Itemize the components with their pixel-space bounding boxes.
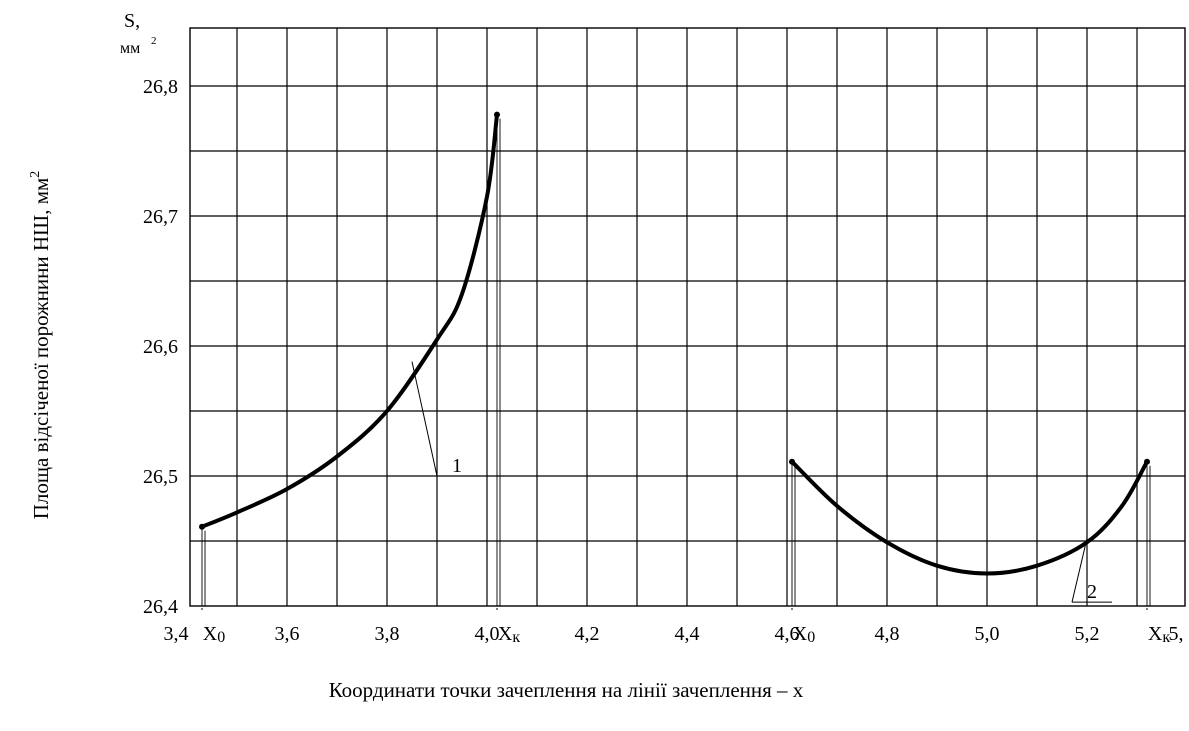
y-unit-top: S, [124,10,140,32]
series-label: 1 [452,455,462,477]
x-marker-sub: 0 [807,629,815,646]
x-marker-label: X0 [793,623,815,646]
y-tick-label: 26,7 [143,206,178,228]
y-axis-label: Площа відсіченої порожнини НШ, мм2 [28,171,53,520]
x-tick-label: 3,8 [375,623,400,645]
series-1-line [200,112,499,529]
x-tick-label: 5, [1169,623,1184,645]
series-point [199,523,205,530]
x-tick-label: 4,0 [475,623,500,645]
x-marker-letter: X [203,623,218,645]
tick-labels: 26,4 26,5 26,6 26,7 26,8 3,4 3,6 3,8 4,0 4,2 4,4 4,… [143,76,1184,646]
series-leader-line [1071,538,1088,603]
x-tick-label: 5,0 [975,623,1000,645]
x-tick-label: 5,2 [1075,623,1100,645]
y-tick-label: 26,4 [143,596,178,618]
x-marker-sub: к [512,629,520,646]
y-tick-label: 26,6 [143,336,178,358]
series-point [789,458,795,465]
x-tick-label: 4,2 [575,623,600,645]
x-tick-label: 4,4 [675,623,700,645]
y-tick-label: 26,5 [143,466,178,488]
x-tick-label: 4,8 [875,623,900,645]
x-tick-label: 4,6 [775,623,800,645]
x-marker-sub: 0 [217,629,225,646]
plot-frame [189,27,1186,607]
x-marker-letter: X [1148,623,1163,645]
x-marker-label: Xк [1148,623,1170,646]
x-tick-label: 3,6 [275,623,300,645]
series-leader-line [411,361,438,477]
x-tick-label: 3,4 [164,623,189,645]
series: 12 [199,111,1151,610]
x-axis-label: Координати точки зачеплення на лінії зач… [329,678,804,702]
y-axis-label-sup: 2 [28,171,43,178]
y-tick-label: 26,8 [143,76,178,98]
x-marker-letter: X [793,623,808,645]
x-marker-label: X0 [203,623,225,646]
x-marker-letter: X [498,623,513,645]
series-point [494,111,500,118]
series-2-line [790,459,1149,576]
series-point [1144,458,1150,465]
y-unit-bottom: мм [120,40,140,57]
x-marker-label: Xк [498,623,520,646]
grid [189,27,1186,607]
y-axis-label-text: Площа відсіченої порожнини НШ, мм [29,178,53,520]
y-unit-sup: 2 [151,35,157,47]
series-label: 2 [1087,581,1097,603]
x-marker-sub: к [1162,629,1170,646]
